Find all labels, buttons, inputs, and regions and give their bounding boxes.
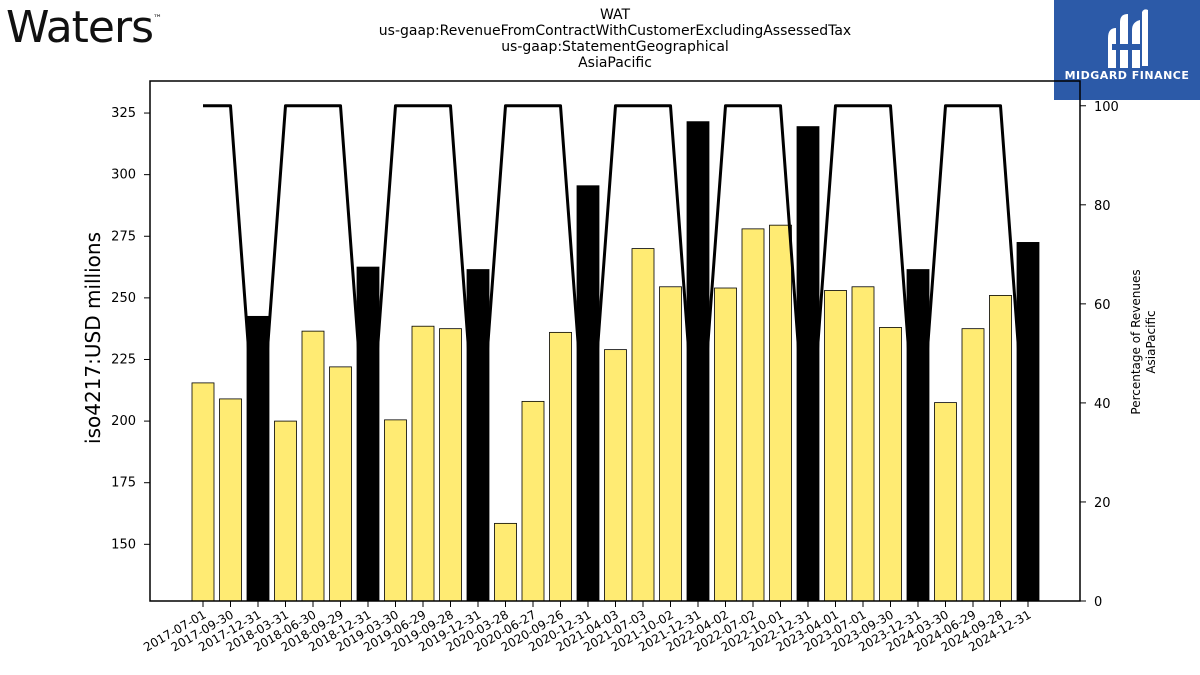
bar-2022-04-02 xyxy=(714,287,737,602)
bar-2024-03-30 xyxy=(934,402,957,602)
percentage-line-group xyxy=(203,104,1030,479)
chart-title-line-3: us-gaap:StatementGeographical xyxy=(501,39,729,55)
y2-tick-label-40: 40 xyxy=(1094,397,1111,412)
bar-2020-09-26 xyxy=(549,331,572,602)
bar-2017-09-30 xyxy=(219,398,242,602)
bar-2018-09-29 xyxy=(329,366,352,602)
bar-2018-03-31 xyxy=(274,420,297,602)
midgard-brand-text: MIDGARD FINANCE xyxy=(1064,69,1190,82)
bar-2021-04-03 xyxy=(604,349,627,602)
y2-tick-label-60: 60 xyxy=(1094,298,1111,313)
y-axis-label: iso4217:USD millions xyxy=(81,232,105,444)
bar-2023-04-01 xyxy=(824,290,847,602)
y2-axis-label-line-2: AsiaPacific xyxy=(1144,310,1158,373)
y-tick-label-150: 150 xyxy=(111,537,136,552)
y-tick-label-300: 300 xyxy=(111,168,136,183)
waters-logo: Waters™ xyxy=(6,2,162,53)
y2-tick-label-0: 0 xyxy=(1094,595,1102,610)
right-axis-ticks: 0 20 40 60 80 100 xyxy=(1080,100,1119,610)
y2-tick-label-100: 100 xyxy=(1094,100,1119,115)
chart-title-line-2: us-gaap:RevenueFromContractWithCustomerE… xyxy=(378,23,852,39)
chart-title-line-4: AsiaPacific xyxy=(578,55,652,71)
bar-2024-06-29 xyxy=(961,328,985,602)
chart-title-block: WAT us-gaap:RevenueFromContractWithCusto… xyxy=(315,7,915,71)
bar-2018-06-30 xyxy=(301,330,325,602)
bar-2021-10-02 xyxy=(659,286,682,602)
bar-2020-06-27 xyxy=(521,400,545,602)
waters-logo-text: Waters xyxy=(6,2,154,53)
bar-2021-07-03 xyxy=(631,248,655,602)
bar-2023-07-01 xyxy=(851,286,875,602)
y-tick-label-225: 225 xyxy=(111,352,136,367)
bar-2023-12-31 xyxy=(906,269,930,602)
trademark-mark: ™ xyxy=(153,14,162,24)
bar-2020-03-28 xyxy=(494,522,517,602)
midgard-finance-logo: MIDGARD FINANCE xyxy=(1054,0,1200,100)
x-axis-ticks: 2017-07-012017-09-302017-12-312018-03-31… xyxy=(141,601,1034,654)
y2-tick-label-80: 80 xyxy=(1094,199,1111,214)
midgard-emblem-icon xyxy=(1108,9,1148,68)
y2-tick-label-20: 20 xyxy=(1094,496,1111,511)
y-tick-label-200: 200 xyxy=(111,414,136,429)
bar-2018-12-31 xyxy=(356,266,380,602)
bar-2019-03-30 xyxy=(384,419,407,602)
bar-2019-09-28 xyxy=(439,328,462,602)
y-tick-label-250: 250 xyxy=(111,291,136,306)
bar-2019-12-31 xyxy=(466,269,490,602)
y-tick-label-325: 325 xyxy=(111,106,136,121)
y-tick-label-175: 175 xyxy=(111,476,136,491)
percentage-line xyxy=(203,104,1030,479)
bar-2019-06-29 xyxy=(411,325,435,602)
bar-2024-12-31 xyxy=(1016,242,1040,602)
bar-2022-10-01 xyxy=(769,224,792,602)
bar-2023-09-30 xyxy=(879,327,902,602)
left-axis-ticks: 150 175 200 225 250 275 300 325 xyxy=(111,106,150,552)
bar-group xyxy=(191,121,1040,602)
y-tick-label-275: 275 xyxy=(111,229,136,244)
bar-2017-07-01 xyxy=(191,382,215,602)
y2-axis-label-line-1: Percentage of Revenues xyxy=(1129,269,1143,414)
bar-2022-07-02 xyxy=(741,228,765,602)
chart-title-line-1: WAT xyxy=(599,7,631,23)
bar-2024-09-28 xyxy=(989,295,1012,602)
